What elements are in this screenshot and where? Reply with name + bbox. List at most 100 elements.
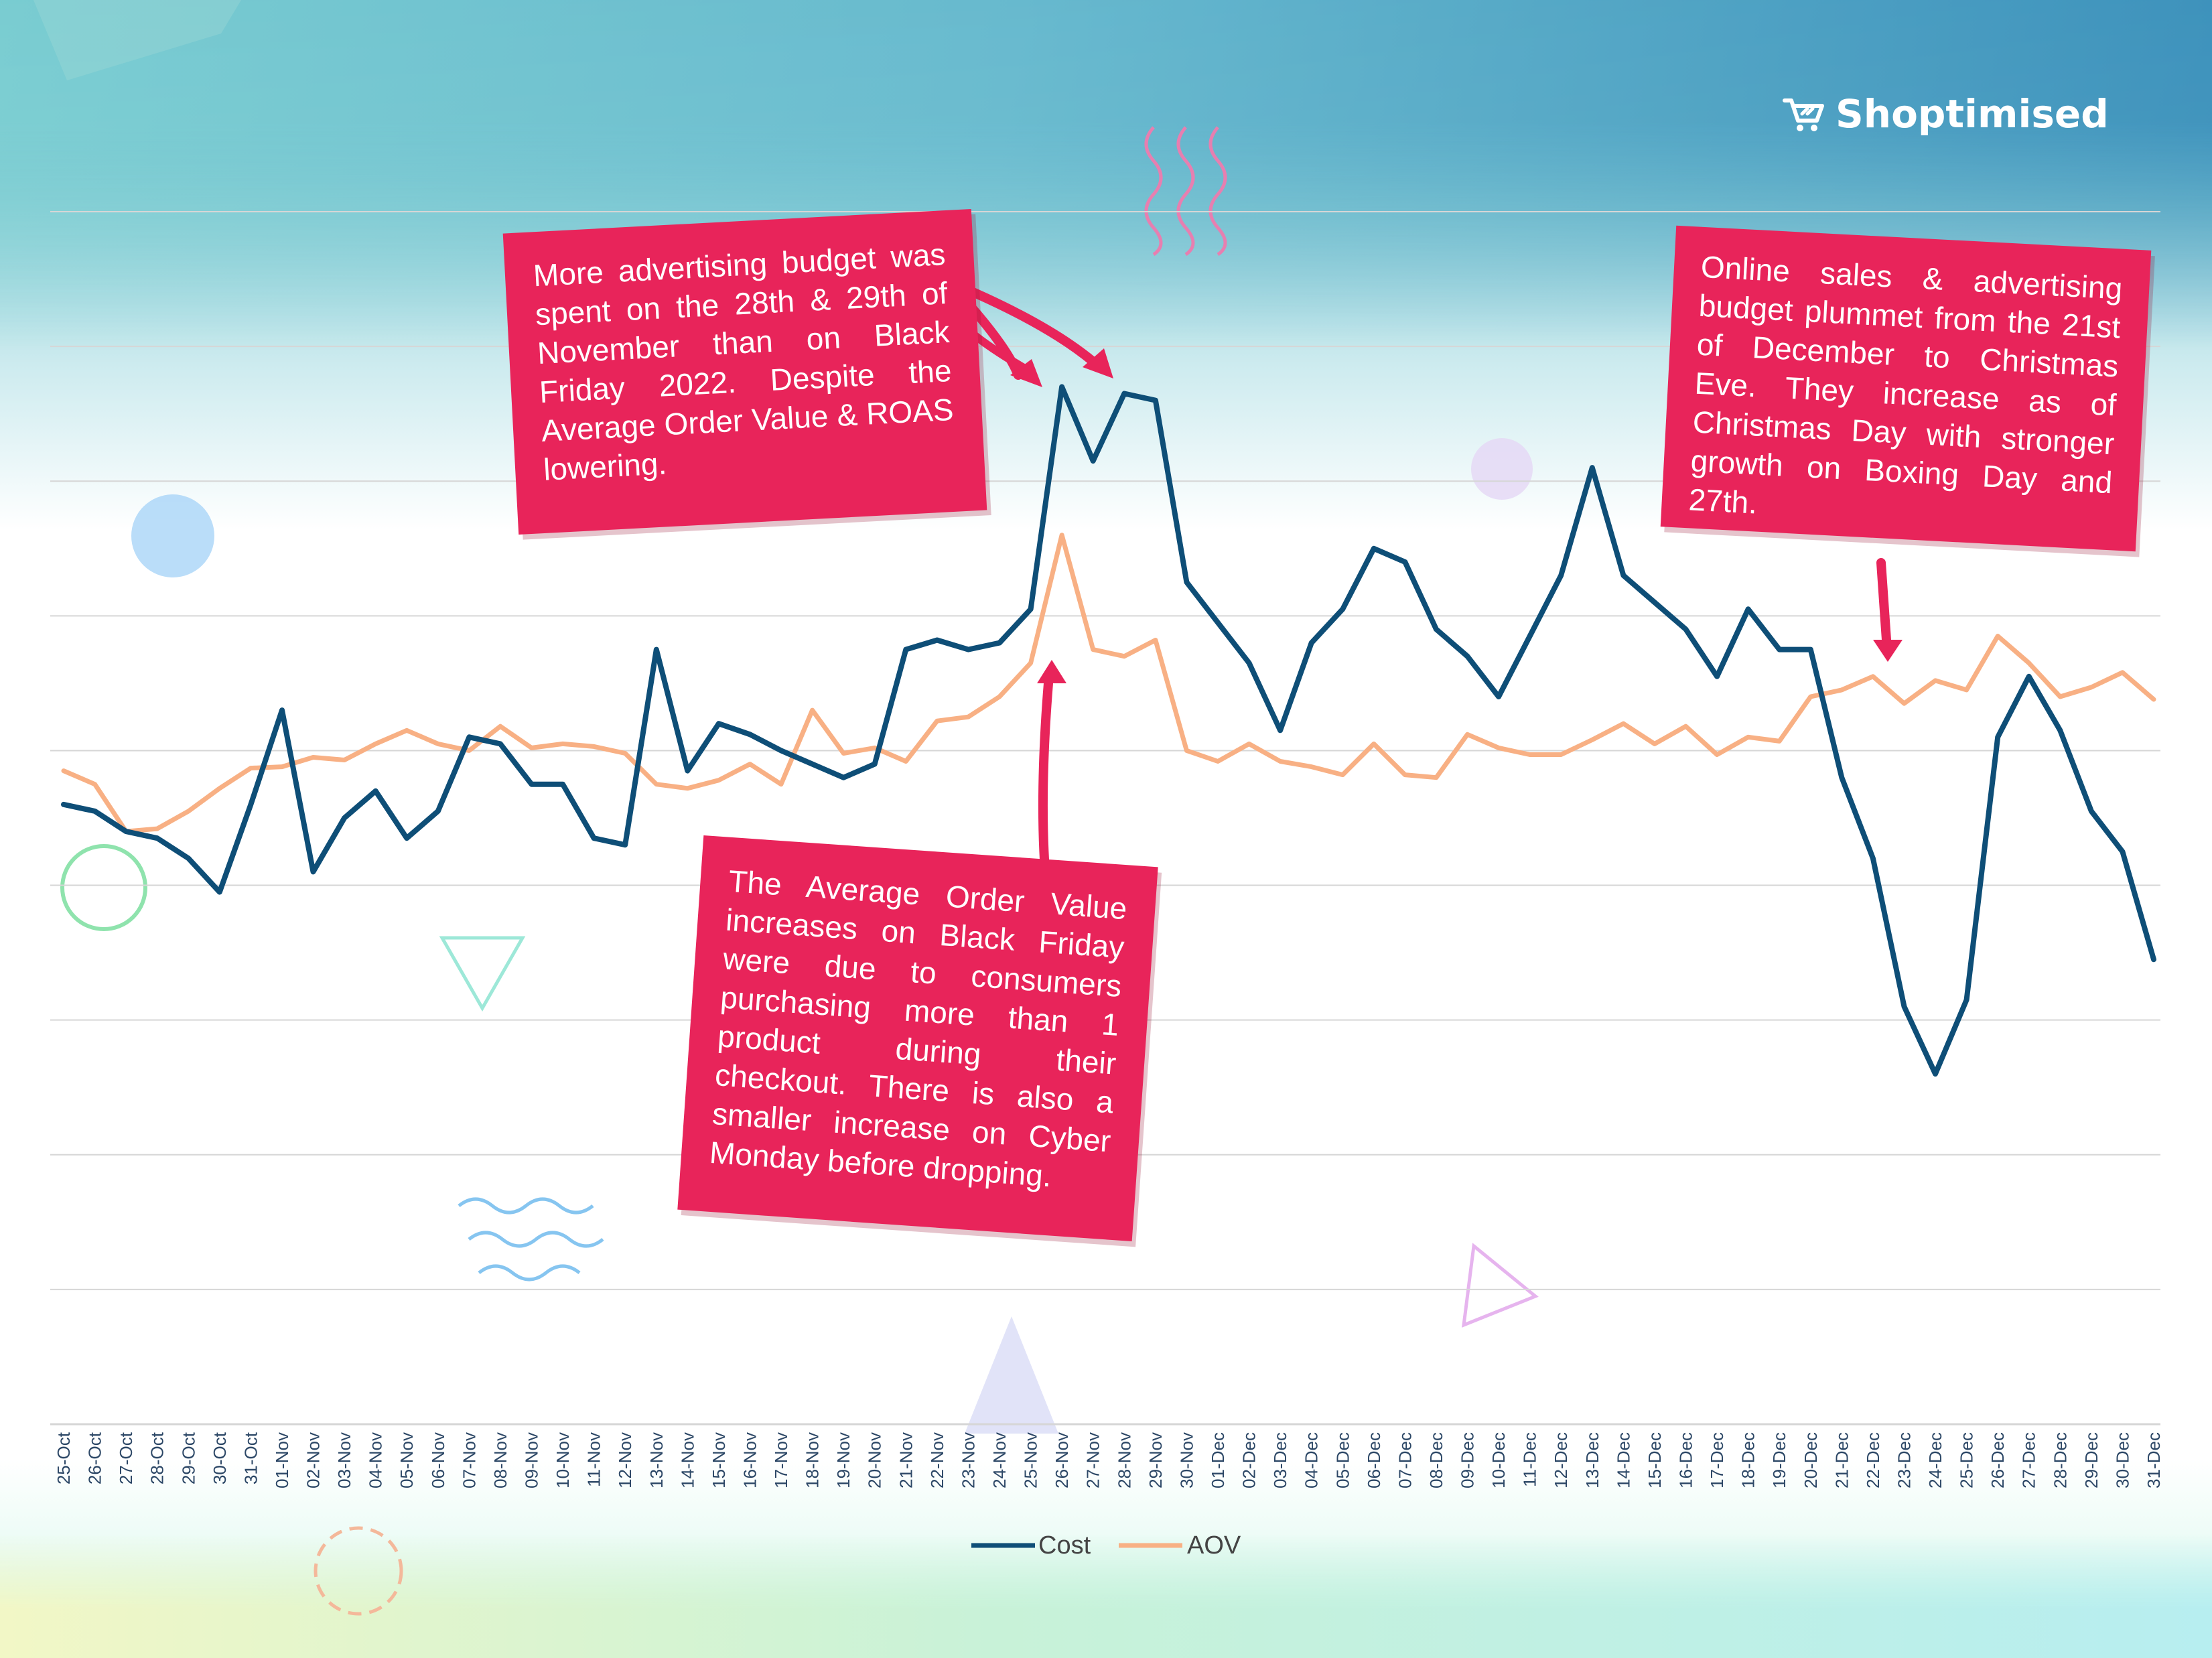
x-tick-label: 15-Nov	[709, 1432, 729, 1489]
arrow-head	[1083, 348, 1113, 378]
x-tick-label: 14-Nov	[677, 1432, 697, 1489]
x-tick-label: 16-Dec	[1675, 1432, 1696, 1489]
x-tick-label: 16-Nov	[740, 1432, 760, 1489]
cart-icon	[1783, 98, 1824, 131]
series-lines	[61, 384, 2156, 1077]
x-tick-label: 02-Nov	[303, 1432, 324, 1489]
x-tick-label: 07-Nov	[459, 1432, 479, 1489]
callout-right-text: Online sales & advertising budget plumme…	[1687, 249, 2124, 521]
x-tick-label: 06-Dec	[1364, 1432, 1384, 1489]
x-tick-label: 22-Dec	[1863, 1432, 1883, 1489]
x-tick-label: 29-Nov	[1146, 1432, 1166, 1489]
x-tick-label: 29-Oct	[178, 1432, 198, 1484]
x-tick-label: 10-Nov	[553, 1432, 573, 1489]
x-tick-label: 04-Dec	[1302, 1432, 1322, 1489]
x-tick-label: 26-Oct	[85, 1432, 105, 1484]
x-tick-label: 24-Dec	[1925, 1432, 1945, 1489]
x-tick-label: 25-Oct	[54, 1432, 74, 1484]
x-tick-label: 27-Nov	[1083, 1432, 1103, 1489]
x-tick-label: 30-Oct	[210, 1432, 230, 1484]
x-tick-label: 15-Dec	[1645, 1432, 1665, 1489]
x-tick-label: 21-Dec	[1831, 1432, 1852, 1489]
series-line-aov	[61, 533, 2156, 834]
x-tick-label: 27-Oct	[116, 1432, 136, 1484]
brand-name: Shoptimised	[1836, 91, 2109, 137]
corner-shape-decoration	[33, 0, 241, 80]
footer-gradient	[0, 1534, 2212, 1658]
x-tick-label: 25-Dec	[1957, 1432, 1977, 1489]
callout-left: More advertising budget was spent on the…	[502, 208, 987, 535]
x-tick-label: 24-Nov	[989, 1432, 1010, 1489]
x-tick-label: 23-Dec	[1894, 1432, 1914, 1489]
callout-middle: The Average Order Value increases on Bla…	[677, 835, 1158, 1242]
x-tick-label: 11-Nov	[584, 1432, 604, 1487]
x-tick-label: 30-Nov	[1176, 1432, 1196, 1489]
x-tick-label: 28-Nov	[1114, 1432, 1134, 1489]
lilac-bubble-decoration	[1471, 438, 1533, 500]
x-tick-label: 25-Nov	[1021, 1432, 1041, 1489]
callout-left-text: More advertising budget was spent on the…	[532, 236, 955, 487]
x-tick-label: 18-Nov	[803, 1432, 823, 1489]
squiggle-decoration	[1144, 126, 1227, 257]
x-tick-label: 26-Dec	[1988, 1432, 2008, 1489]
x-tick-label: 21-Nov	[896, 1432, 916, 1489]
x-tick-label: 05-Nov	[397, 1432, 417, 1489]
x-tick-label: 28-Oct	[147, 1432, 167, 1484]
x-tick-label: 08-Dec	[1426, 1432, 1446, 1489]
brand-logo: Shoptimised	[1782, 87, 2109, 141]
x-tick-label: 27-Dec	[2019, 1432, 2039, 1489]
x-tick-label: 17-Dec	[1707, 1432, 1727, 1489]
x-tick-label: 14-Dec	[1613, 1432, 1633, 1489]
x-tick-label: 12-Dec	[1551, 1432, 1571, 1489]
x-tick-label: 06-Nov	[428, 1432, 448, 1489]
x-tick-label: 02-Dec	[1239, 1432, 1259, 1489]
x-tick-label: 05-Dec	[1332, 1432, 1353, 1489]
x-tick-label: 29-Dec	[2081, 1432, 2101, 1489]
cone-decoration	[965, 1316, 1058, 1434]
decorations	[33, 0, 1539, 1616]
legend: Cost AOV	[971, 1531, 1241, 1560]
legend-label-cost: Cost	[1038, 1531, 1091, 1560]
x-axis-labels: 25-Oct 26-Oct 27-Oct 28-Oct 29-Oct 30-Oct 31-O…	[54, 1432, 2164, 1489]
x-tick-label: 13-Dec	[1582, 1432, 1602, 1489]
green-ring-decoration	[60, 844, 147, 931]
x-tick-label: 10-Dec	[1489, 1432, 1509, 1489]
dashed-ring-decoration	[314, 1526, 403, 1616]
x-tick-label: 03-Dec	[1270, 1432, 1290, 1489]
gridlines	[50, 211, 2160, 1426]
x-tick-label: 12-Nov	[615, 1432, 635, 1489]
arrow-head	[1010, 359, 1042, 387]
x-tick-label: 07-Dec	[1395, 1432, 1415, 1489]
x-tick-label: 20-Nov	[865, 1432, 885, 1489]
x-tick-label: 01-Dec	[1208, 1432, 1228, 1489]
x-tick-label: 11-Dec	[1520, 1432, 1540, 1487]
x-tick-label: 22-Nov	[927, 1432, 947, 1489]
x-tick-label: 18-Dec	[1738, 1432, 1758, 1489]
x-tick-label: 20-Dec	[1801, 1432, 1821, 1489]
x-tick-label: 31-Oct	[240, 1432, 261, 1484]
triangle-decoration	[1461, 1243, 1539, 1328]
x-tick-label: 13-Nov	[646, 1432, 667, 1489]
callout-right: Online sales & advertising budget plumme…	[1660, 225, 2152, 552]
x-tick-label: 03-Nov	[334, 1432, 354, 1489]
x-tick-label: 09-Nov	[522, 1432, 542, 1489]
arrow-line	[1038, 679, 1053, 876]
x-tick-label: 04-Nov	[366, 1432, 386, 1489]
x-tick-label: 01-Nov	[272, 1432, 292, 1489]
x-tick-label: 28-Dec	[2050, 1432, 2070, 1489]
arrow-head	[1037, 660, 1066, 683]
x-tick-label: 17-Nov	[771, 1432, 791, 1489]
blue-blob-decoration	[131, 494, 214, 577]
x-tick-label: 08-Nov	[490, 1432, 510, 1489]
series-line-cost	[61, 384, 2156, 1077]
x-tick-label: 09-Dec	[1458, 1432, 1478, 1489]
callout-middle-text: The Average Order Value increases on Bla…	[708, 863, 1129, 1194]
legend-label-aov: AOV	[1187, 1531, 1241, 1560]
arrow-head	[1873, 640, 1903, 662]
x-tick-label: 19-Dec	[1769, 1432, 1789, 1489]
x-tick-label: 26-Nov	[1052, 1432, 1072, 1489]
x-tick-label: 31-Dec	[2144, 1432, 2164, 1489]
x-tick-label: 30-Dec	[2112, 1432, 2132, 1489]
arrow-line	[1876, 558, 1891, 644]
wave-decoration	[458, 1197, 604, 1282]
